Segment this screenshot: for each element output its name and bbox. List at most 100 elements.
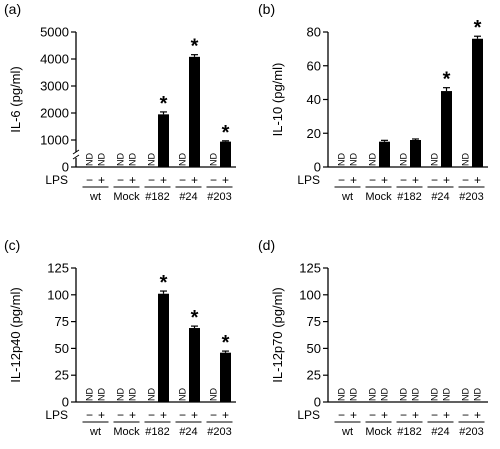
nd-label: ND [116, 388, 126, 401]
significance-star: * [222, 122, 230, 144]
y-tick-label: 25 [307, 368, 321, 383]
lps-plus-sign: + [381, 408, 388, 422]
lps-minus-sign: − [431, 408, 438, 422]
nd-label: ND [430, 388, 440, 401]
axis-break-mark [72, 149, 80, 155]
significance-star: * [443, 69, 451, 91]
bar [158, 293, 169, 402]
lps-minus-sign: − [117, 408, 124, 422]
y-tick-label: 125 [299, 261, 321, 276]
nd-label: ND [442, 388, 452, 401]
y-axis-label: IL-10 (pg/ml) [270, 63, 285, 137]
group-label: wt [341, 191, 353, 203]
y-tick-label: 0 [62, 395, 69, 410]
nd-label: ND [349, 153, 359, 166]
y-axis-label: IL-6 (pg/ml) [8, 66, 23, 132]
nd-label: ND [461, 153, 471, 166]
lps-plus-sign: + [474, 408, 481, 422]
group-label: Mock [365, 426, 392, 438]
nd-label: ND [399, 388, 409, 401]
lps-minus-sign: − [338, 408, 345, 422]
lps-plus-sign: + [191, 173, 198, 187]
y-tick-label: 25 [55, 368, 69, 383]
nd-label: ND [85, 153, 95, 166]
significance-star: * [160, 272, 168, 294]
lps-minus-sign: − [86, 173, 93, 187]
panel-label: (b) [258, 1, 275, 17]
group-label: #24 [431, 191, 449, 203]
nd-label: ND [178, 388, 188, 401]
lps-plus-sign: + [160, 173, 167, 187]
group-label: #182 [145, 426, 169, 438]
lps-minus-sign: − [400, 173, 407, 187]
group-label: #203 [459, 426, 483, 438]
lps-plus-sign: + [350, 408, 357, 422]
lps-minus-sign: − [210, 173, 217, 187]
group-label: Mock [113, 426, 140, 438]
bar [472, 38, 483, 167]
lps-plus-sign: + [412, 408, 419, 422]
nd-label: ND [380, 388, 390, 401]
nd-label: ND [147, 388, 157, 401]
y-tick-label: 100 [47, 287, 69, 302]
group-label: #182 [397, 191, 421, 203]
y-tick-label: 60 [307, 58, 321, 73]
y-tick-label: 5000 [40, 25, 69, 40]
y-tick-label: 100 [299, 287, 321, 302]
group-label: wt [89, 426, 101, 438]
nd-label: ND [368, 153, 378, 166]
y-tick-label: 20 [307, 126, 321, 141]
panel-label: (d) [258, 237, 275, 253]
lps-plus-sign: + [160, 408, 167, 422]
lps-minus-sign: − [462, 408, 469, 422]
lps-plus-sign: + [412, 173, 419, 187]
nd-label: ND [337, 388, 347, 401]
lps-minus-sign: − [179, 408, 186, 422]
group-label: Mock [113, 191, 140, 203]
lps-label: LPS [297, 408, 320, 422]
y-tick-label: 75 [55, 314, 69, 329]
lps-minus-sign: − [400, 408, 407, 422]
bar [220, 352, 231, 402]
y-axis-label: IL-12p70 (pg/ml) [270, 287, 285, 382]
nd-label: ND [349, 388, 359, 401]
bar [379, 141, 390, 167]
y-tick-label: 0 [62, 160, 69, 175]
significance-star: * [474, 17, 482, 39]
lps-plus-sign: + [129, 408, 136, 422]
lps-minus-sign: − [148, 408, 155, 422]
lps-plus-sign: + [222, 408, 229, 422]
y-tick-label: 40 [307, 92, 321, 107]
bar [220, 141, 231, 167]
lps-minus-sign: − [431, 173, 438, 187]
lps-minus-sign: − [369, 173, 376, 187]
lps-minus-sign: − [462, 173, 469, 187]
lps-plus-sign: + [443, 173, 450, 187]
panel-label: (a) [4, 1, 21, 17]
nd-label: ND [461, 388, 471, 401]
lps-plus-sign: + [222, 173, 229, 187]
bar [441, 91, 452, 167]
y-tick-label: 50 [55, 341, 69, 356]
nd-label: ND [337, 153, 347, 166]
bar [158, 114, 169, 167]
axis-break-mark [72, 154, 80, 160]
lps-label: LPS [297, 173, 320, 187]
y-tick-label: 80 [307, 25, 321, 40]
lps-plus-sign: + [474, 173, 481, 187]
group-label: #182 [145, 191, 169, 203]
nd-label: ND [209, 388, 219, 401]
group-label: wt [341, 426, 353, 438]
lps-minus-sign: − [179, 173, 186, 187]
nd-label: ND [368, 388, 378, 401]
nd-label: ND [85, 388, 95, 401]
nd-label: ND [411, 388, 421, 401]
y-axis-label: IL-12p40 (pg/ml) [8, 287, 23, 382]
lps-minus-sign: − [148, 173, 155, 187]
nd-label: ND [430, 153, 440, 166]
y-tick-label: 50 [307, 341, 321, 356]
